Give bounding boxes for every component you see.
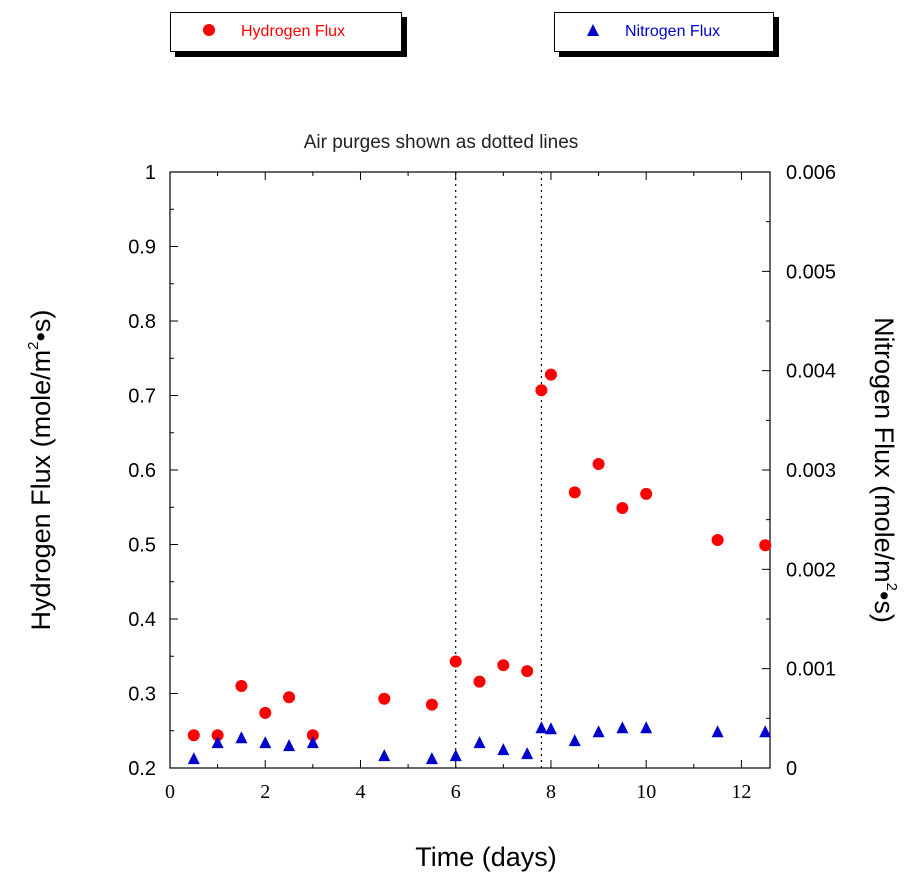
hydrogen-point bbox=[283, 691, 296, 704]
nitrogen-point bbox=[568, 734, 581, 747]
y-right-tick-label: 0.005 bbox=[786, 261, 836, 283]
hydrogen-point bbox=[306, 729, 319, 742]
y-right-title-sup: 2 bbox=[883, 583, 900, 591]
hydrogen-point bbox=[616, 501, 629, 514]
nitrogen-point bbox=[211, 736, 224, 749]
y-left-tick-label: 0.6 bbox=[128, 460, 156, 482]
legend-nitrogen: Nitrogen Flux bbox=[554, 12, 774, 52]
y-right-title-end: •s) bbox=[869, 591, 899, 623]
legend-nitrogen-label: Nitrogen Flux bbox=[625, 23, 721, 40]
nitrogen-point bbox=[449, 749, 462, 762]
y-right-tick-label: 0.001 bbox=[786, 659, 836, 681]
hydrogen-point bbox=[568, 486, 581, 499]
hydrogen-point bbox=[425, 698, 438, 711]
y-right-tick-label: 0.004 bbox=[786, 361, 836, 383]
nitrogen-point bbox=[616, 721, 629, 734]
legend-hydrogen: Hydrogen Flux bbox=[170, 12, 402, 52]
hydrogen-point bbox=[592, 458, 605, 471]
y-right-tick-label: 0.003 bbox=[786, 460, 836, 482]
nitrogen-point bbox=[544, 722, 557, 735]
x-tick-label: 2 bbox=[260, 781, 270, 803]
nitrogen-point bbox=[640, 721, 653, 734]
hydrogen-point bbox=[535, 384, 548, 397]
hydrogen-point bbox=[759, 539, 772, 552]
nitrogen-point bbox=[711, 725, 724, 738]
nitrogen-point bbox=[759, 725, 772, 738]
y-left-tick-label: 0.8 bbox=[128, 311, 156, 333]
y-left-tick-label: 0.9 bbox=[128, 237, 156, 259]
hydrogen-point bbox=[378, 692, 391, 705]
nitrogen-point bbox=[535, 721, 548, 734]
x-tick-label: 4 bbox=[355, 781, 365, 803]
blue-triangle-marker-icon bbox=[583, 23, 603, 42]
hydrogen-point bbox=[187, 729, 200, 742]
nitrogen-point bbox=[306, 736, 319, 749]
y-right-title-main: Nitrogen Flux (mole/m bbox=[869, 317, 899, 583]
y-left-tick-label: 0.3 bbox=[128, 684, 156, 706]
y-right-tick-label: 0.006 bbox=[786, 162, 836, 184]
nitrogen-point bbox=[473, 736, 486, 749]
x-tick-label: 8 bbox=[546, 781, 556, 803]
nitrogen-point bbox=[378, 749, 391, 762]
hydrogen-point bbox=[544, 368, 557, 381]
red-circle-marker-icon bbox=[199, 23, 219, 42]
chart-subtitle: Air purges shown as dotted lines bbox=[304, 132, 579, 153]
x-tick-label: 12 bbox=[731, 781, 751, 803]
nitrogen-point bbox=[283, 739, 296, 752]
y-left-tick-label: 0.4 bbox=[128, 609, 156, 631]
y-left-tick-label: 0.7 bbox=[128, 386, 156, 408]
hydrogen-point bbox=[473, 675, 486, 688]
y-left-title-end: •s) bbox=[26, 310, 56, 342]
hydrogen-point bbox=[640, 487, 653, 500]
nitrogen-point bbox=[259, 736, 272, 749]
hydrogen-point bbox=[211, 729, 224, 742]
y-left-title-sup: 2 bbox=[25, 342, 42, 350]
x-tick-label: 0 bbox=[165, 781, 175, 803]
y-axis-right-title: Nitrogen Flux (mole/m2•s) bbox=[869, 317, 900, 623]
hydrogen-point bbox=[497, 659, 510, 672]
y-axis-left-title: Hydrogen Flux (mole/m2•s) bbox=[25, 310, 56, 631]
hydrogen-point bbox=[235, 680, 248, 693]
x-tick-label: 10 bbox=[636, 781, 656, 803]
x-tick-label: 6 bbox=[451, 781, 461, 803]
hydrogen-point bbox=[711, 534, 724, 547]
y-left-title-main: Hydrogen Flux (mole/m bbox=[26, 350, 56, 631]
hydrogen-point bbox=[521, 665, 534, 678]
y-right-tick-label: 0 bbox=[786, 758, 797, 780]
nitrogen-point bbox=[592, 725, 605, 738]
y-left-tick-label: 1 bbox=[145, 162, 156, 184]
nitrogen-point bbox=[521, 747, 534, 760]
plot-frame bbox=[169, 171, 771, 769]
y-left-tick-label: 0.5 bbox=[128, 535, 156, 557]
nitrogen-point bbox=[497, 743, 510, 756]
legend-hydrogen-label: Hydrogen Flux bbox=[241, 23, 346, 40]
hydrogen-point bbox=[449, 655, 462, 668]
nitrogen-point bbox=[425, 752, 438, 765]
x-axis-title: Time (days) bbox=[415, 842, 557, 872]
hydrogen-point bbox=[259, 706, 272, 719]
y-left-tick-label: 0.2 bbox=[128, 758, 156, 780]
nitrogen-point bbox=[235, 731, 248, 744]
y-right-tick-label: 0.002 bbox=[786, 559, 836, 581]
nitrogen-point bbox=[187, 752, 200, 765]
